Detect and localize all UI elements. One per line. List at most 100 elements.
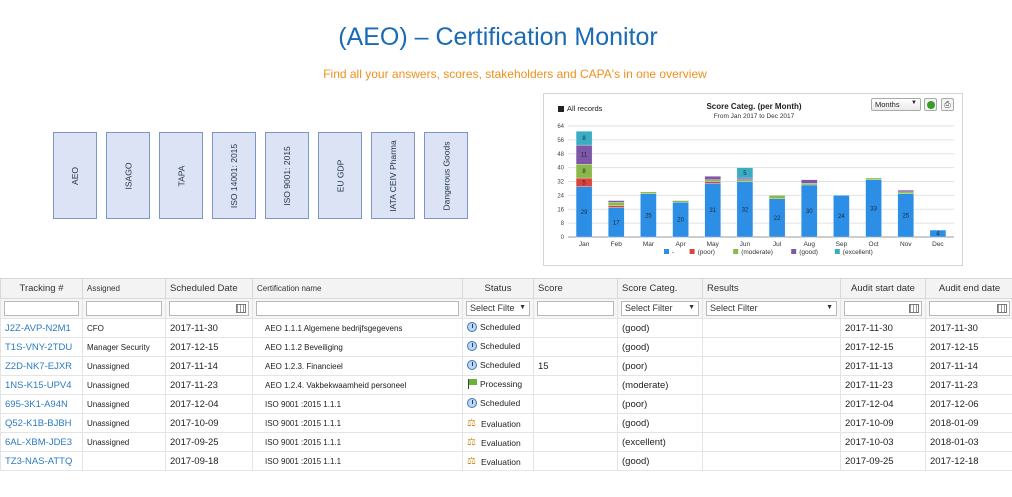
- scale-icon: ⚖: [467, 436, 476, 448]
- score-cell: [533, 375, 618, 395]
- table-row[interactable]: TZ3-NAS-ATTQ 2017-09-18 ISO 9001 :2015 1.1…: [0, 451, 1012, 471]
- chevron-down-icon: ▼: [688, 304, 695, 311]
- calendar-icon[interactable]: [997, 304, 1007, 313]
- score-categ-cell: (moderate): [617, 375, 703, 395]
- bar-segment: [704, 179, 721, 182]
- column-header-results[interactable]: Results: [702, 278, 841, 299]
- tracking-cell[interactable]: 695-3K1-A94N: [0, 394, 83, 414]
- column-header-audit-start-date[interactable]: Audit start date: [840, 278, 926, 299]
- calendar-icon[interactable]: [909, 304, 919, 313]
- bar-segment: [897, 191, 914, 194]
- tracking-cell[interactable]: TZ3-NAS-ATTQ: [0, 451, 83, 471]
- data-label: 24: [838, 214, 845, 220]
- tracking-cell[interactable]: 1NS-K15-UPV4: [0, 375, 83, 395]
- column-header-assigned[interactable]: Assigned: [82, 278, 166, 299]
- bar-segment: [929, 229, 947, 238]
- column-header-score[interactable]: Score: [533, 278, 618, 299]
- score-cell: [533, 451, 618, 471]
- status-cell: Scheduled: [462, 318, 534, 338]
- cert-tile-eu-gdp[interactable]: EU GDP: [318, 132, 362, 219]
- results-filter-select[interactable]: Select Filter ▼: [706, 301, 837, 316]
- cert-tile-label: IATA CEIV Pharma: [388, 139, 398, 212]
- status-label: Processing: [480, 378, 523, 389]
- score-categ-cell: (good): [617, 413, 703, 433]
- tracking-cell[interactable]: T1S-VNY-2TDU: [0, 337, 83, 357]
- audit-start-cell: 2017-11-30: [840, 318, 926, 338]
- score-cell: [533, 337, 618, 357]
- column-header-scheduled-date[interactable]: Scheduled Date: [165, 278, 253, 299]
- assigned-cell: Manager Security: [82, 337, 166, 357]
- certification-name-filter-input[interactable]: [256, 301, 459, 316]
- column-header-tracking[interactable]: Tracking #: [0, 278, 83, 299]
- cert-tile-iata-ceiv-pharma[interactable]: IATA CEIV Pharma: [371, 132, 415, 219]
- audit-end-cell: 2017-12-06: [925, 394, 1012, 414]
- scheduled-date-cell: 2017-11-23: [165, 375, 253, 395]
- calendar-icon[interactable]: [236, 304, 246, 313]
- tracking-cell[interactable]: Q52-K1B-BJBH: [0, 413, 83, 433]
- tracking-cell[interactable]: J2Z-AVP-N2M1: [0, 318, 83, 338]
- certification-name-cell: ISO 9001 :2015 1.1.1: [252, 451, 463, 471]
- score-categ-cell: (excellent): [617, 432, 703, 452]
- period-select[interactable]: Months ▼: [871, 98, 921, 111]
- y-tick-label: 8: [561, 221, 565, 227]
- all-records-toggle[interactable]: All records: [558, 104, 602, 113]
- assigned-filter-input[interactable]: [86, 301, 162, 316]
- x-tick-label: Jan: [579, 241, 590, 248]
- tracking-cell[interactable]: 6AL-XBM-JDE3: [0, 432, 83, 452]
- assigned-cell: Unassigned: [82, 432, 166, 452]
- legend-swatch: [689, 249, 695, 254]
- score-chart: Score Categ. (per Month) From Jan 2017 to…: [557, 102, 954, 256]
- status-label: Evaluation: [481, 418, 521, 429]
- filter-cell: Select Filter ▼: [702, 298, 841, 319]
- print-button[interactable]: ⎙: [941, 98, 954, 111]
- tracking-cell[interactable]: Z2D-NK7-EJXR: [0, 356, 83, 376]
- table-row[interactable]: T1S-VNY-2TDU Manager Security 2017-12-15 AE…: [0, 337, 1012, 357]
- audit-end-filter-input[interactable]: [929, 301, 1010, 316]
- column-header-certification-name[interactable]: Certification name: [252, 278, 463, 299]
- column-header-status[interactable]: Status: [462, 278, 534, 299]
- clock-icon: [467, 340, 477, 351]
- audit-end-cell: 2017-11-23: [925, 375, 1012, 395]
- cert-tile-isago[interactable]: ISAGO: [106, 132, 150, 219]
- cert-tile-aeo[interactable]: AEO: [53, 132, 97, 219]
- table-row[interactable]: 695-3K1-A94N Unassigned 2017-12-04 ISO 9001…: [0, 394, 1012, 414]
- results-cell: [702, 432, 841, 452]
- status-filter-select[interactable]: Select Filte ▼: [466, 301, 530, 316]
- legend-swatch: [664, 249, 669, 254]
- filter-cell: [82, 298, 166, 319]
- table-row[interactable]: 6AL-XBM-JDE3 Unassigned 2017-09-25 ISO 9001…: [0, 432, 1012, 452]
- bar-segment: [801, 183, 818, 186]
- score-filter-input[interactable]: [537, 301, 614, 316]
- status-label: Evaluation: [481, 456, 521, 467]
- table-row[interactable]: Z2D-NK7-EJXR Unassigned 2017-11-14 AEO 1.2.…: [0, 356, 1012, 376]
- cert-tile-tapa[interactable]: TAPA: [159, 132, 203, 219]
- tracking-filter-input[interactable]: [4, 301, 79, 316]
- bar-segment: [608, 205, 625, 208]
- filter-cell: [925, 298, 1012, 319]
- cert-tile-iso-14001[interactable]: ISO 14001: 2015: [212, 132, 256, 219]
- table-row[interactable]: 1NS-K15-UPV4 Unassigned 2017-11-23 AEO 1.2.…: [0, 375, 1012, 395]
- audit-start-filter-input[interactable]: [844, 301, 922, 316]
- table-row[interactable]: J2Z-AVP-N2M1 CFO 2017-11-30 AEO 1.1.1 Algem…: [0, 318, 1012, 338]
- cert-tile-iso-9001[interactable]: ISO 9001: 2015: [265, 132, 309, 219]
- score-cell: [533, 394, 618, 414]
- data-label: 8: [582, 136, 586, 142]
- scheduled-date-cell: 2017-11-14: [165, 356, 253, 376]
- scheduled-date-filter-input[interactable]: [169, 301, 249, 316]
- score-categ-cell: (good): [617, 337, 703, 357]
- x-tick-label: Mar: [643, 241, 655, 248]
- chevron-down-icon: ▼: [911, 100, 917, 106]
- score-categ-filter-select[interactable]: Select Filter ▼: [621, 301, 699, 316]
- data-label: 25: [902, 213, 909, 219]
- results-cell: [702, 451, 841, 471]
- refresh-button[interactable]: [924, 98, 937, 111]
- column-header-score-categ[interactable]: Score Categ.: [617, 278, 703, 299]
- chevron-down-icon: ▼: [519, 304, 526, 311]
- column-header-audit-end-date[interactable]: Audit end date: [925, 278, 1012, 299]
- page-title: (AEO) – Certification Monitor: [338, 23, 658, 51]
- x-tick-label: May: [707, 241, 720, 248]
- cert-tile-dangerous-goods[interactable]: Dangerous Goods: [424, 132, 468, 219]
- table-row[interactable]: Q52-K1B-BJBH Unassigned 2017-10-09 ISO 9001…: [0, 413, 1012, 433]
- scheduled-date-cell: 2017-10-09: [165, 413, 253, 433]
- assigned-cell: Unassigned: [82, 375, 166, 395]
